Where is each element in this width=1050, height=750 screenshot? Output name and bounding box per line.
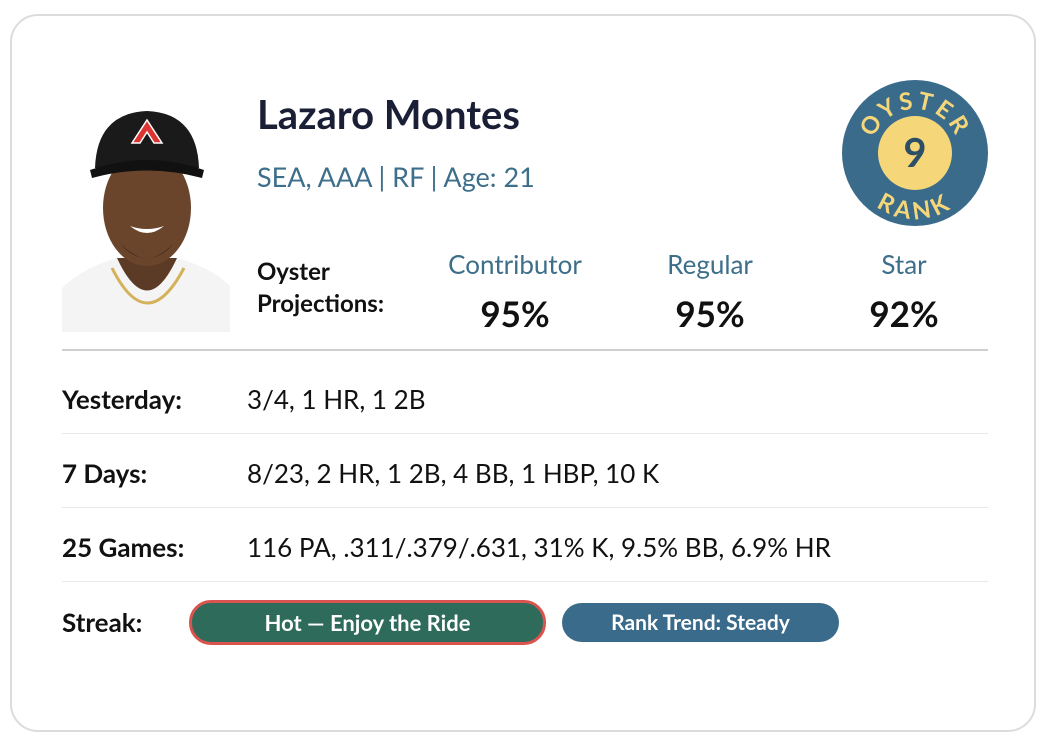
stat-value: 3/4, 1 HR, 1 2B bbox=[247, 383, 426, 415]
hot-streak-pill: Hot — Enjoy the Ride bbox=[189, 600, 546, 645]
player-name: Lazaro Montes bbox=[257, 90, 520, 138]
stat-value: 8/23, 2 HR, 1 2B, 4 BB, 1 HBP, 10 K bbox=[247, 457, 660, 489]
row-separator bbox=[62, 581, 988, 582]
divider bbox=[62, 349, 988, 351]
streak-label: Streak: bbox=[62, 606, 143, 638]
player-card bbox=[10, 14, 1036, 732]
stat-value: 116 PA, .311/.379/.631, 31% K, 9.5% BB, … bbox=[247, 531, 831, 563]
cap-brim bbox=[90, 160, 204, 178]
smile bbox=[130, 226, 164, 233]
cap bbox=[95, 111, 199, 168]
neck bbox=[117, 258, 177, 291]
projections-label: Oyster bbox=[257, 257, 330, 286]
projection-label: Regular bbox=[667, 248, 753, 280]
stat-label: 25 Games: bbox=[62, 531, 185, 563]
stat-label: 7 Days: bbox=[62, 457, 148, 489]
player-meta: SEA, AAA | RF | Age: 21 bbox=[257, 160, 535, 193]
projection-value: 95% bbox=[480, 293, 550, 335]
chain bbox=[110, 267, 186, 305]
row-separator bbox=[62, 433, 988, 434]
stat-label: Yesterday: bbox=[62, 383, 183, 415]
projection-label: Star bbox=[881, 248, 927, 280]
projection-value: 95% bbox=[675, 293, 745, 335]
badge-rank: 9 bbox=[903, 128, 926, 176]
face bbox=[103, 150, 191, 266]
projection-value: 92% bbox=[869, 293, 939, 335]
jersey bbox=[62, 258, 230, 332]
oyster-rank-badge: OYSTER RANK 9 bbox=[842, 80, 988, 226]
badge-center bbox=[878, 116, 952, 190]
player-photo bbox=[62, 111, 230, 332]
rank-trend-pill: Rank Trend: Steady bbox=[562, 603, 839, 642]
row-separator bbox=[62, 507, 988, 508]
projection-label: Contributor bbox=[448, 248, 582, 280]
projections-label: Projections: bbox=[257, 289, 385, 318]
beard bbox=[120, 243, 174, 258]
cap-logo bbox=[130, 118, 164, 144]
